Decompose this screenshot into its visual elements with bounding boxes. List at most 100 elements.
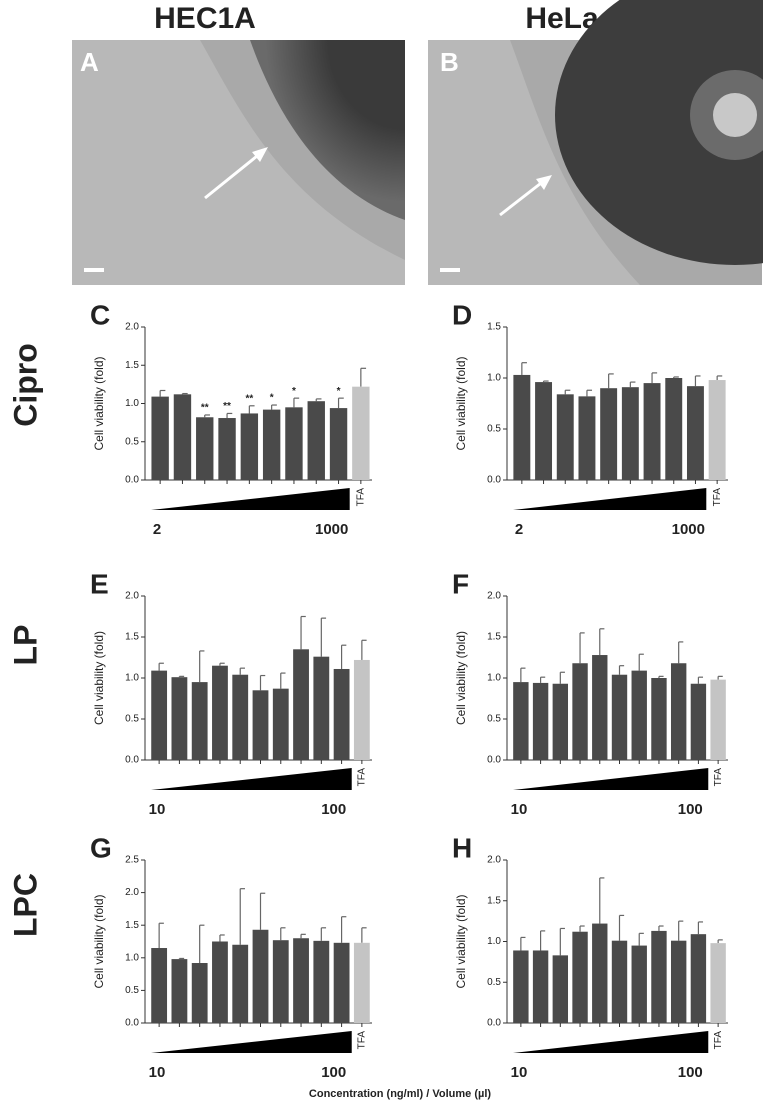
range-end: 1000	[672, 521, 705, 538]
panel-letter: C	[90, 299, 110, 330]
y-tick-label: 1.0	[487, 673, 501, 684]
micrograph: A	[72, 40, 405, 285]
y-tick-label: 0.0	[487, 1018, 501, 1029]
y-tick-label: 1.0	[125, 952, 139, 963]
y-axis-label: Cell viability (fold)	[92, 631, 106, 725]
range-start: 10	[511, 801, 528, 818]
bar	[670, 663, 687, 760]
bar	[232, 944, 249, 1023]
y-tick-label: 0.0	[125, 1018, 139, 1029]
micrograph: B	[428, 0, 763, 285]
y-tick-label: 1.0	[487, 936, 501, 947]
range-start: 2	[153, 521, 161, 538]
y-tick-label: 1.5	[125, 632, 139, 643]
bar	[611, 674, 628, 760]
bar	[513, 950, 529, 1023]
y-tick-label: 2.0	[487, 855, 501, 866]
bar	[578, 396, 596, 480]
panel-letter: E	[90, 568, 109, 599]
y-tick-label: 2.0	[125, 322, 139, 333]
x-tick-label: TFA	[712, 488, 723, 507]
significance: **	[223, 401, 231, 412]
bar	[232, 674, 249, 760]
bar	[535, 382, 553, 480]
bar	[651, 930, 667, 1023]
bar	[556, 394, 574, 480]
y-tick-label: 1.5	[487, 632, 501, 643]
bar	[353, 942, 370, 1023]
bar	[333, 942, 350, 1023]
bar	[353, 659, 370, 760]
bar	[293, 938, 309, 1023]
bar	[272, 688, 289, 760]
bar	[621, 387, 639, 480]
y-tick-label: 1.0	[125, 398, 139, 409]
y-tick-label: 0.0	[125, 475, 139, 486]
bar	[611, 940, 628, 1023]
bar	[252, 929, 269, 1023]
bar	[313, 656, 330, 760]
y-axis-label: Cell viability (fold)	[454, 356, 468, 450]
bar	[293, 649, 309, 760]
x-tick-label: TFA	[713, 1031, 724, 1050]
y-tick-label: 0.5	[125, 714, 139, 725]
y-axis-label: Cell viability (fold)	[454, 631, 468, 725]
bar	[307, 401, 325, 480]
y-tick-label: 2.0	[487, 591, 501, 602]
bar	[686, 386, 704, 480]
y-tick-label: 0.0	[487, 475, 501, 486]
y-tick-label: 0.0	[125, 755, 139, 766]
bar	[592, 923, 608, 1023]
bar	[690, 934, 707, 1023]
y-tick-label: 2.0	[125, 887, 139, 898]
range-end: 100	[321, 1064, 346, 1081]
y-tick-label: 0.0	[487, 755, 501, 766]
bar	[665, 378, 683, 480]
bar	[171, 677, 188, 760]
bar	[252, 690, 269, 760]
panel-letter: H	[452, 832, 472, 863]
y-tick-label: 1.5	[487, 895, 501, 906]
significance: **	[201, 403, 209, 414]
y-axis-label: Cell viability (fold)	[92, 894, 106, 988]
bar	[670, 940, 687, 1023]
x-tick-label: TFA	[355, 488, 366, 507]
bar	[631, 670, 647, 760]
bar	[191, 963, 208, 1023]
y-tick-label: 0.5	[125, 985, 139, 996]
y-tick-label: 0.5	[487, 714, 501, 725]
bar	[710, 679, 726, 760]
bar	[552, 683, 569, 760]
range-start: 10	[511, 1064, 528, 1081]
bar	[218, 418, 236, 480]
y-tick-label: 1.0	[487, 373, 501, 384]
panel-letter: F	[452, 568, 469, 599]
y-tick-label: 1.0	[125, 673, 139, 684]
bar	[212, 665, 228, 760]
bar	[333, 668, 350, 760]
significance: **	[245, 393, 253, 404]
bar	[151, 948, 168, 1023]
gradient-triangle	[513, 488, 707, 510]
column-header: HeLa	[525, 2, 599, 35]
bar	[708, 380, 726, 480]
bar	[651, 678, 667, 760]
y-tick-label: 0.5	[487, 424, 501, 435]
y-axis-label: Cell viability (fold)	[454, 894, 468, 988]
range-end: 1000	[315, 521, 348, 538]
bar	[272, 940, 289, 1023]
gradient-triangle	[151, 488, 350, 510]
bar	[643, 383, 661, 480]
bar	[532, 950, 549, 1023]
x-tick-label: TFA	[357, 1031, 368, 1050]
significance: *	[270, 393, 274, 404]
panel-label: A	[80, 47, 99, 77]
x-tick-label: TFA	[713, 768, 724, 787]
bar	[572, 663, 588, 760]
bar	[313, 940, 330, 1023]
range-end: 100	[678, 801, 703, 818]
gradient-triangle	[513, 1031, 709, 1053]
y-tick-label: 0.5	[125, 436, 139, 447]
bar	[285, 407, 303, 480]
